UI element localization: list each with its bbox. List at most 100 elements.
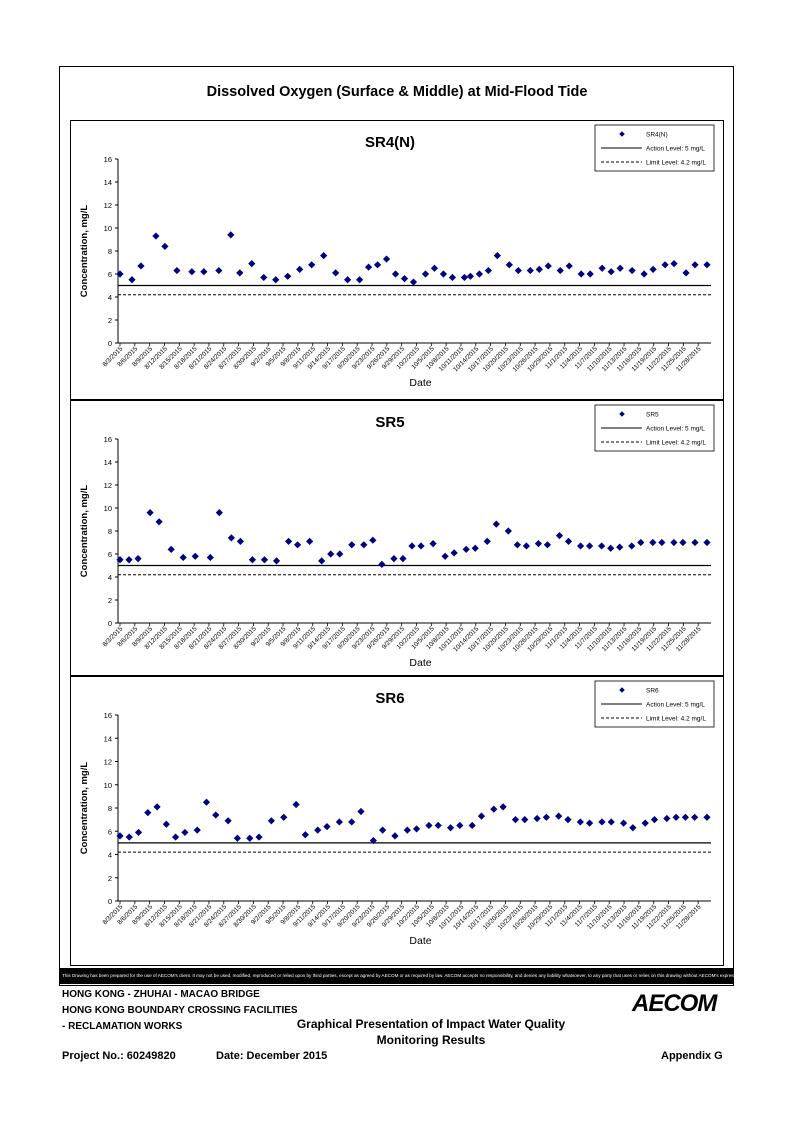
data-point xyxy=(649,538,657,547)
data-point xyxy=(493,252,501,260)
data-point xyxy=(586,270,594,278)
data-point xyxy=(650,816,659,824)
y-tick-label: 14 xyxy=(104,458,112,467)
y-tick-label: 0 xyxy=(108,619,112,628)
data-point xyxy=(161,242,169,250)
legend-label: SR6 xyxy=(646,688,659,695)
chart-legend: SR4(N) Action Level: 5 mg/L Limit Level: 4… xyxy=(594,124,715,172)
data-point xyxy=(526,266,534,275)
y-tick-label: 4 xyxy=(108,851,112,860)
data-point xyxy=(450,549,458,557)
data-point xyxy=(598,542,606,550)
data-point xyxy=(691,813,699,821)
data-point xyxy=(661,261,669,269)
data-point xyxy=(471,544,479,552)
data-point xyxy=(408,542,416,550)
project-number: Project No.: 60249820 xyxy=(62,1050,176,1062)
data-point xyxy=(607,818,615,826)
data-point xyxy=(628,266,636,275)
legend-label: Limit Level: 4.2 mg/L xyxy=(646,160,706,167)
drawing-frame xyxy=(59,66,734,986)
data-point xyxy=(504,527,512,535)
data-point xyxy=(412,825,421,833)
data-point xyxy=(468,821,476,830)
y-tick-label: 10 xyxy=(104,224,112,233)
data-point xyxy=(703,538,711,547)
data-point xyxy=(327,550,335,558)
data-point xyxy=(511,816,520,824)
y-tick-label: 14 xyxy=(104,734,112,743)
data-point xyxy=(475,270,483,278)
page-title: Dissolved Oxygen (Surface & Middle) at M… xyxy=(206,84,588,100)
y-tick-label: 16 xyxy=(104,435,112,444)
data-point xyxy=(586,542,594,550)
drawing-title-line1: Graphical Presentation of Impact Water Q… xyxy=(296,1017,566,1031)
data-point xyxy=(616,264,624,272)
data-point xyxy=(434,821,442,830)
y-tick-label: 0 xyxy=(108,339,112,348)
data-point xyxy=(514,266,522,275)
data-point xyxy=(379,826,387,834)
y-tick-label: 8 xyxy=(108,247,112,256)
legend-marker xyxy=(619,411,625,417)
data-point xyxy=(691,538,699,547)
project-name-line1: HONG KONG - ZHUHAI - MACAO BRIDGE xyxy=(62,989,260,1000)
project-name-line2: HONG KONG BOUNDARY CROSSING FACILITIES xyxy=(62,1005,298,1016)
data-point xyxy=(658,538,666,547)
data-point xyxy=(188,268,196,276)
data-point xyxy=(206,553,214,562)
data-point xyxy=(116,270,124,278)
y-tick-label: 10 xyxy=(104,781,112,790)
data-point xyxy=(255,833,263,841)
data-point xyxy=(227,231,235,239)
legend-label: Action Level: 5 mg/L xyxy=(646,146,705,153)
y-tick-label: 2 xyxy=(108,596,112,605)
data-point xyxy=(535,265,543,273)
data-point xyxy=(460,273,469,282)
x-axis-label: Date xyxy=(409,657,431,669)
y-tick-label: 16 xyxy=(104,155,112,164)
legend-label: SR4(N) xyxy=(646,132,668,139)
data-point xyxy=(308,261,316,269)
data-point xyxy=(577,270,585,278)
data-point xyxy=(637,538,645,547)
data-point xyxy=(505,261,513,269)
drawing-title-line2: Monitoring Results xyxy=(376,1033,486,1047)
data-point xyxy=(284,272,292,280)
data-point xyxy=(640,270,648,278)
data-point xyxy=(534,540,543,548)
data-point xyxy=(543,541,552,549)
data-point xyxy=(598,264,606,272)
data-point xyxy=(332,269,340,277)
legend-label: Limit Level: 4.2 mg/L xyxy=(646,716,706,723)
chart-legend: SR6 Action Level: 5 mg/L Limit Level: 4.2 … xyxy=(594,680,715,728)
aecom-logo: AECOM xyxy=(632,990,717,1017)
data-point xyxy=(628,542,636,550)
data-point xyxy=(641,819,649,827)
chart-title: SR6 xyxy=(375,690,404,707)
y-tick-label: 2 xyxy=(108,316,112,325)
data-point xyxy=(586,819,594,827)
data-point xyxy=(425,821,433,830)
legend-box xyxy=(594,680,715,728)
data-point xyxy=(128,276,136,284)
data-point xyxy=(200,268,208,276)
chart-legend: SR5 Action Level: 5 mg/L Limit Level: 4.2 … xyxy=(594,404,715,452)
legend-marker xyxy=(619,687,625,693)
data-point xyxy=(555,812,563,820)
data-point xyxy=(417,542,425,550)
data-point xyxy=(703,261,711,269)
data-point xyxy=(137,262,145,270)
legend-label: SR5 xyxy=(646,412,659,419)
data-point xyxy=(260,556,269,564)
data-point xyxy=(691,261,699,269)
data-point xyxy=(607,268,615,276)
data-point xyxy=(116,556,124,564)
y-tick-label: 6 xyxy=(108,270,112,279)
data-point xyxy=(490,805,498,813)
data-point xyxy=(272,276,280,284)
y-tick-label: 2 xyxy=(108,874,112,883)
data-point xyxy=(544,262,552,270)
drawing-date: Date: December 2015 xyxy=(216,1050,328,1062)
